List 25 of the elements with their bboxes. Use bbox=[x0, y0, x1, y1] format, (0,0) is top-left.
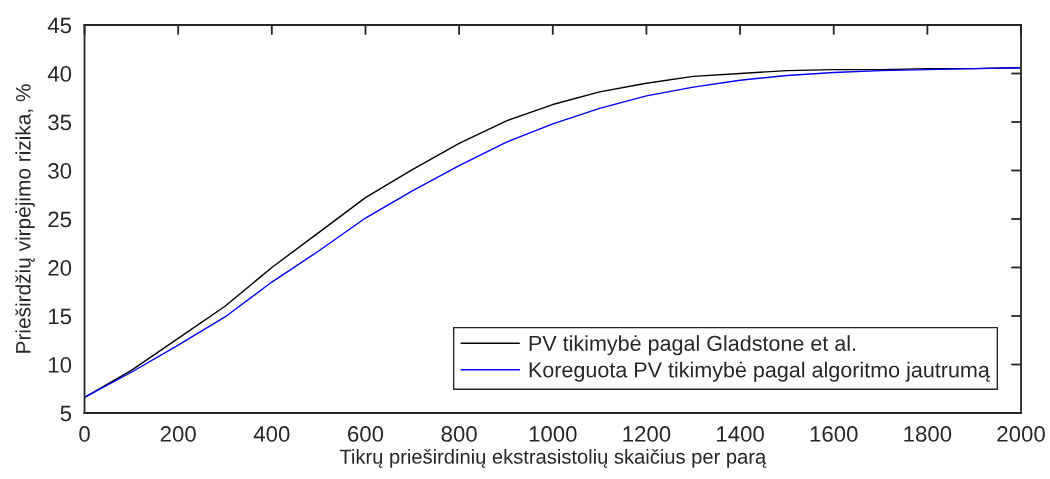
y-tick-label: 5 bbox=[60, 405, 72, 422]
x-tick-label: 1800 bbox=[904, 426, 952, 442]
x-tick-label: 1200 bbox=[623, 426, 671, 442]
y-tick-label: 45 bbox=[47, 17, 72, 34]
x-tick-label: 200 bbox=[160, 426, 196, 442]
x-tick-label: 400 bbox=[253, 426, 290, 442]
x-tick-label: 2000 bbox=[997, 426, 1045, 442]
y-tick-label: 10 bbox=[49, 357, 72, 373]
y-tick-label: 15 bbox=[49, 308, 72, 325]
x-tick-label: 1600 bbox=[810, 426, 858, 442]
x-tick-label: 600 bbox=[348, 426, 384, 442]
x-tick-label: 1400 bbox=[717, 426, 764, 442]
x-tick-label: 800 bbox=[441, 426, 477, 442]
x-tick-label: 1000 bbox=[529, 426, 577, 442]
x-tick-label: 0 bbox=[79, 426, 90, 442]
y-tick-label: 35 bbox=[48, 114, 72, 131]
x-axis-title: Tikrų prieširdinių ekstrasistolių skaičius per parą bbox=[339, 448, 767, 468]
y-tick-label: 40 bbox=[47, 66, 72, 82]
y-tick-label: 25 bbox=[48, 211, 72, 228]
line-series bbox=[84, 66, 1022, 399]
legend-label: PV tikimybė pagal Gladstone et al. bbox=[529, 335, 856, 356]
y-tick-label: 30 bbox=[48, 163, 72, 179]
legend-label: Koreguota PV tikimybė pagal algoritmo jautrumą bbox=[529, 361, 990, 382]
y-tick-label: 20 bbox=[48, 260, 72, 276]
y-axis-title: Prieširdžių virpėjimo rizika, % bbox=[15, 84, 35, 353]
